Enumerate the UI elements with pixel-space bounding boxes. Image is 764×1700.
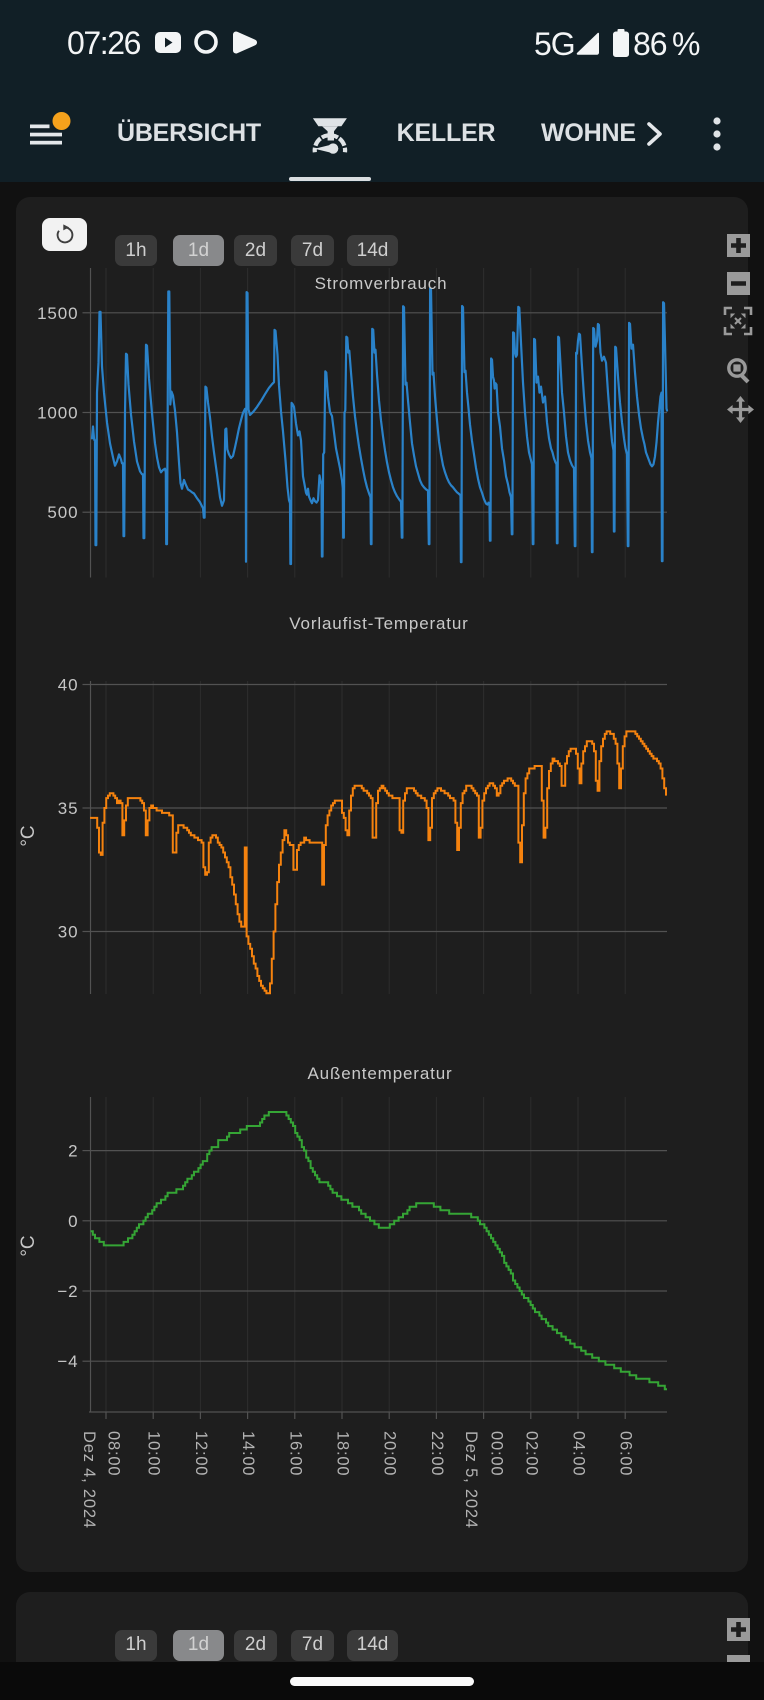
svg-text:Stromverbrauch: Stromverbrauch	[315, 274, 448, 293]
svg-text:06:00: 06:00	[617, 1431, 635, 1476]
svg-text:−4: −4	[57, 1352, 78, 1371]
svg-text:08:00: 08:00	[105, 1431, 123, 1476]
svg-text:12:00: 12:00	[192, 1431, 210, 1476]
svg-text:1000: 1000	[37, 404, 78, 423]
svg-text:Vorlaufist-Temperatur: Vorlaufist-Temperatur	[289, 614, 468, 633]
svg-text:20:00: 20:00	[381, 1431, 399, 1476]
svg-text:500: 500	[47, 503, 78, 522]
svg-text:°C: °C	[18, 1235, 39, 1256]
svg-text:10:00: 10:00	[145, 1431, 163, 1476]
svg-text:18:00: 18:00	[334, 1431, 352, 1476]
svg-text:02:00: 02:00	[522, 1431, 540, 1476]
svg-text:Außentemperatur: Außentemperatur	[307, 1064, 452, 1083]
svg-text:°C: °C	[18, 825, 39, 846]
svg-text:35: 35	[58, 799, 79, 818]
svg-text:Dez 5, 2024: Dez 5, 2024	[462, 1431, 480, 1529]
svg-text:22:00: 22:00	[428, 1431, 446, 1476]
svg-text:0: 0	[68, 1212, 78, 1231]
svg-text:14:00: 14:00	[239, 1431, 257, 1476]
svg-text:00:00: 00:00	[488, 1431, 506, 1476]
svg-text:30: 30	[58, 923, 79, 942]
svg-text:40: 40	[58, 676, 79, 695]
svg-text:Dez 4, 2024: Dez 4, 2024	[80, 1431, 98, 1529]
svg-text:16:00: 16:00	[286, 1431, 304, 1476]
svg-text:1500: 1500	[37, 304, 78, 323]
svg-text:−2: −2	[57, 1282, 78, 1301]
svg-text:04:00: 04:00	[570, 1431, 588, 1476]
svg-text:2: 2	[68, 1142, 78, 1161]
